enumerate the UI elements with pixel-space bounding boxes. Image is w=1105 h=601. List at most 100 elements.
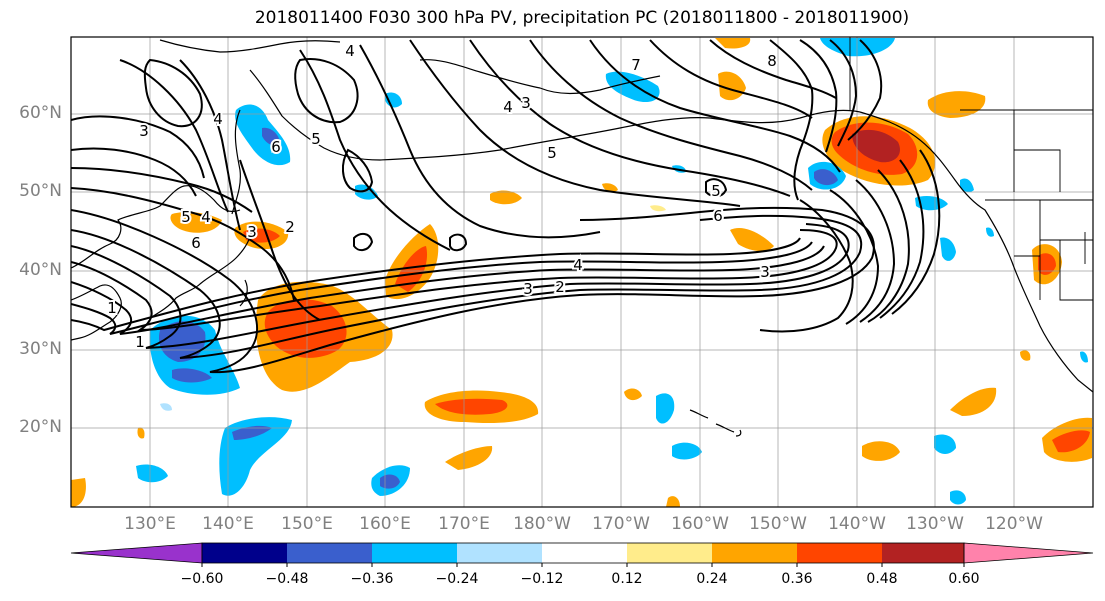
pv-contour	[847, 39, 883, 141]
precip-area	[718, 71, 746, 101]
lon-label: 170°W	[592, 514, 650, 534]
precip-area	[852, 129, 900, 163]
graticule	[71, 37, 1093, 507]
pv-contour	[449, 233, 468, 252]
precip-area	[715, 38, 751, 49]
precip-area	[950, 387, 997, 416]
lat-label: 40°N	[19, 260, 62, 280]
colorbar-segment	[882, 543, 964, 563]
colorbar-tick-label: 0.36	[781, 571, 813, 587]
pv-contour	[855, 179, 896, 323]
lon-label: 150°E	[281, 514, 333, 534]
colorbar-tick-label: −0.36	[350, 571, 394, 587]
pv-contour	[829, 189, 880, 325]
precip-area	[232, 425, 272, 440]
pv-contour	[709, 39, 837, 99]
colorbar-tick-label: −0.48	[265, 571, 309, 587]
colorbar-tick-label: 0.48	[866, 571, 898, 587]
precip-area	[71, 478, 86, 507]
colorbar-extend-high	[963, 542, 1094, 564]
colorbar-segment	[542, 543, 627, 563]
lon-label: 150°W	[749, 514, 807, 534]
contour-label: 6	[271, 138, 281, 156]
lon-label: 160°W	[671, 514, 729, 534]
contour-label: 2	[285, 218, 295, 236]
lat-label: 60°N	[19, 103, 62, 123]
precip-area	[934, 434, 956, 454]
pv-contour	[469, 39, 791, 197]
contour-label: 6	[713, 207, 723, 225]
precip-area	[960, 178, 974, 193]
pv-contour	[409, 39, 741, 207]
colorbar-ticks	[201, 563, 965, 567]
pv-contour	[71, 206, 875, 374]
pv-contour	[143, 58, 203, 128]
contour-label: 3	[523, 280, 533, 298]
precip-area	[862, 441, 900, 461]
figure-title: 2018011400 F030 300 hPa PV, precipitatio…	[254, 8, 910, 28]
precip-area	[262, 127, 280, 146]
pv-contours	[71, 39, 941, 374]
pv-contour	[71, 229, 838, 332]
pv-contour	[759, 199, 854, 333]
precip-area	[1052, 430, 1090, 453]
contour-label: 5	[311, 130, 321, 148]
precip-area	[927, 91, 986, 118]
contour-labels: 1 1 2 3 4 5 6 3 2 3 4 5 6 3 4 5 6 7 8 5	[105, 40, 779, 353]
colorbar-segment	[287, 543, 372, 563]
pv-contour	[867, 169, 910, 323]
lat-label: 20°N	[19, 417, 62, 437]
precip-area	[137, 427, 145, 439]
pv-contour	[71, 237, 801, 332]
contour-label: 6	[191, 234, 201, 252]
contour-label: 3	[521, 94, 531, 112]
colorbar-extend-low	[70, 542, 203, 564]
colorbar-tick-label: −0.12	[520, 571, 564, 587]
pv-contour	[71, 147, 197, 197]
colorbar-segment	[372, 543, 457, 563]
colorbar-tick-label: 0.24	[696, 571, 728, 587]
colorbar-segment	[627, 543, 712, 563]
pv-contour	[891, 149, 941, 315]
lon-label: 160°E	[359, 514, 411, 534]
lon-label: 140°W	[828, 514, 886, 534]
pv-contour	[299, 49, 451, 251]
colorbar-frame	[201, 542, 965, 564]
colorbar-tick-label: −0.60	[180, 571, 224, 587]
contour-label: 5	[181, 208, 191, 226]
pv-contour	[71, 115, 205, 179]
lon-label: 170°E	[438, 514, 490, 534]
precip-area	[445, 446, 493, 470]
contour-label: 7	[631, 56, 641, 74]
contour-label: 1	[135, 333, 145, 351]
pv-contour	[342, 148, 374, 193]
contour-label: 1	[107, 299, 117, 317]
pv-contour	[294, 58, 359, 124]
map-frame	[70, 36, 1094, 508]
contour-label: 4	[213, 110, 223, 128]
contour-label: 3	[139, 122, 149, 140]
precip-area	[243, 228, 280, 243]
precip-area	[160, 403, 172, 411]
contour-label: 3	[247, 223, 257, 241]
coastlines	[71, 39, 1093, 437]
pv-contour	[353, 232, 374, 252]
precip-area	[395, 246, 428, 292]
precip-area	[666, 496, 680, 507]
colorbar-segment	[797, 543, 882, 563]
precip-area	[672, 442, 702, 460]
precip-area	[950, 490, 966, 505]
precip-area	[136, 464, 168, 483]
pv-contour	[239, 159, 321, 321]
colorbar-segment	[457, 543, 542, 563]
colorbar-tick-label: 0.12	[611, 571, 643, 587]
contour-label: 4	[201, 208, 211, 226]
contour-label: 5	[711, 182, 721, 200]
precip-area	[986, 227, 994, 237]
precip-area	[264, 299, 347, 358]
borders	[849, 37, 1093, 301]
pv-contour	[359, 44, 601, 239]
precip-area	[650, 205, 666, 212]
contour-label: 4	[345, 42, 355, 60]
